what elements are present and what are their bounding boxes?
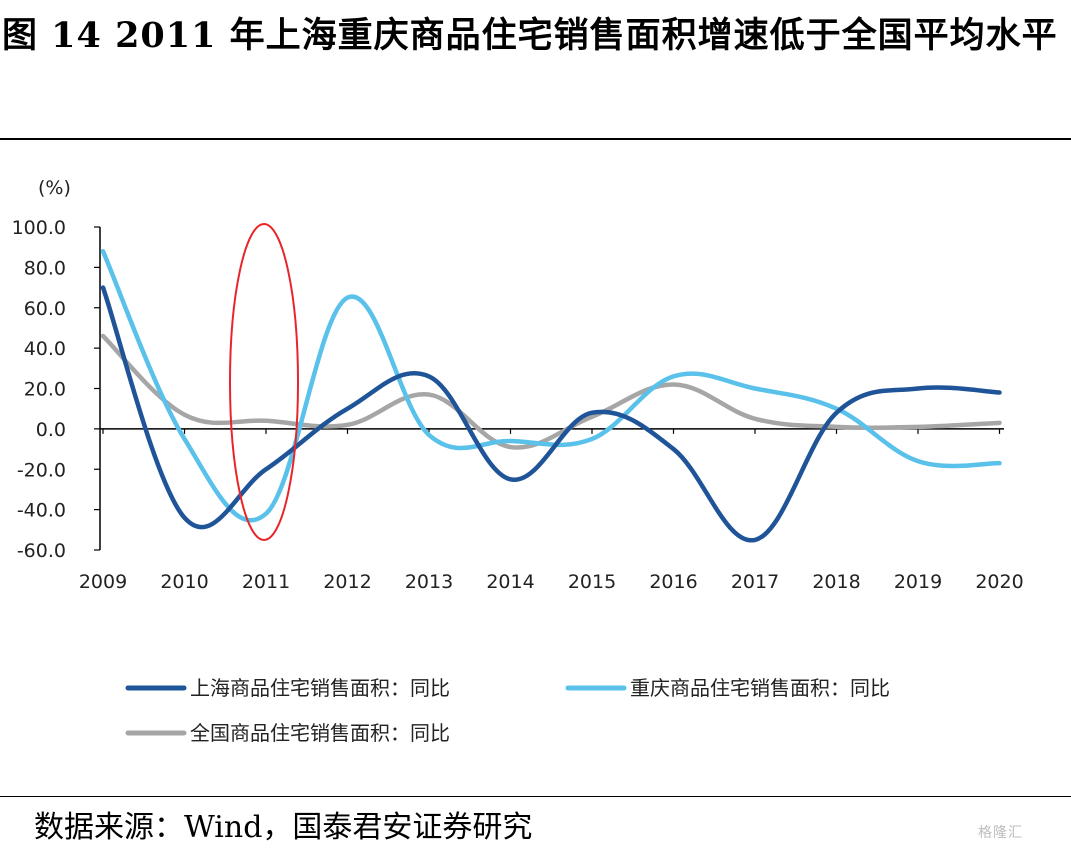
- highlight-layer: [229, 223, 299, 541]
- y-axis: 100.0 80.0 60.0 40.0 20.0 0.0 -20.0 -40.0 -60.0: [12, 217, 101, 562]
- x-tick-label: 2009: [79, 571, 127, 593]
- x-tick-label: 2013: [405, 571, 453, 593]
- y-tick-label: -60.0: [17, 540, 66, 562]
- x-tick-label: 2012: [323, 571, 371, 593]
- x-tick-label: 2018: [812, 571, 860, 593]
- x-tick-label: 2017: [731, 571, 779, 593]
- series-line-0: [100, 285, 1002, 543]
- y-tick-label: 80.0: [24, 257, 66, 279]
- y-tick-label: 0.0: [36, 419, 66, 441]
- x-tick-label: 2014: [486, 571, 534, 593]
- legend-label: 全国商品住宅销售面积：同比: [190, 721, 450, 745]
- x-tick-label: 2015: [568, 571, 616, 593]
- legend-label: 上海商品住宅销售面积：同比: [190, 676, 450, 700]
- x-axis: 2009 2010 2011 2012 2013 2014 2015 2016 2017 2018…: [79, 428, 1024, 593]
- bottom-rule: [0, 796, 1071, 797]
- y-tick-label: 60.0: [24, 298, 66, 320]
- source-note: 数据来源：Wind，国泰君安证券研究: [34, 810, 533, 845]
- watermark-logo: 格隆汇: [978, 825, 1023, 841]
- y-tick-label: 40.0: [24, 338, 66, 360]
- x-tick-label: 2020: [975, 571, 1023, 593]
- x-tick-label: 2019: [894, 571, 942, 593]
- series-line-2: [100, 333, 1002, 450]
- y-axis-unit-label: (%): [38, 177, 71, 199]
- y-tick-label: -40.0: [17, 500, 66, 522]
- x-tick-label: 2010: [160, 571, 208, 593]
- x-tick-label: 2011: [242, 571, 290, 593]
- series-line-1: [100, 248, 1002, 523]
- y-tick-label: 20.0: [24, 379, 66, 401]
- y-tick-label: -20.0: [17, 459, 66, 481]
- line-chart: (%) 100.0 80.0 60.0 40.0 20.0 0.0 -20.0 -40.0 -6…: [12, 177, 1024, 745]
- figure-title: 图 14 2011 年上海重庆商品住宅销售面积增速低于全国平均水平: [2, 15, 1058, 56]
- x-tick-label: 2016: [649, 571, 697, 593]
- highlight-ellipse: [229, 223, 299, 541]
- top-rule: [0, 138, 1071, 140]
- series-layer: [100, 248, 1002, 543]
- legend-label: 重庆商品住宅销售面积：同比: [630, 676, 890, 700]
- y-tick-label: 100.0: [12, 217, 66, 239]
